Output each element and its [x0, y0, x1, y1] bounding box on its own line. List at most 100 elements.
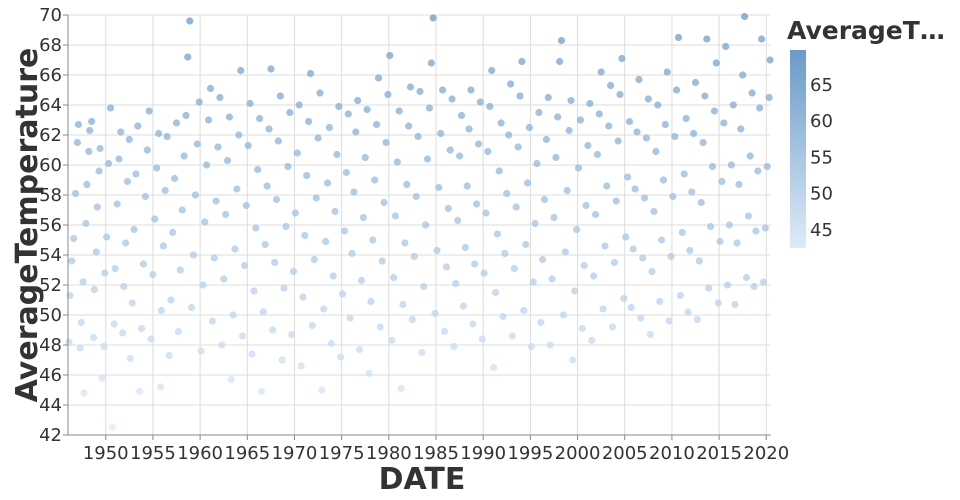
data-point-32: [115, 155, 123, 163]
data-point-97: [235, 131, 243, 139]
data-point-99: [239, 332, 247, 340]
data-point-322: [659, 176, 668, 184]
data-point-362: [735, 180, 743, 189]
data-point-152: [339, 290, 347, 298]
data-point-300: [618, 54, 626, 63]
data-point-139: [314, 134, 322, 142]
legend-title: AverageT…: [787, 16, 945, 45]
data-point-358: [727, 161, 736, 169]
data-point-321: [657, 236, 666, 244]
x-tick-label-7: 1985: [413, 443, 459, 464]
data-point-145: [325, 123, 333, 132]
data-point-45: [138, 324, 146, 333]
data-point-343: [699, 138, 707, 147]
data-point-179: [390, 273, 398, 282]
data-point-185: [401, 239, 409, 247]
data-point-136: [308, 321, 316, 330]
data-point-62: [169, 228, 177, 237]
x-tick-label-9: 1995: [507, 443, 553, 464]
data-point-379: [766, 56, 774, 64]
data-point-349: [710, 107, 719, 115]
data-point-95: [231, 245, 239, 253]
data-point-298: [614, 137, 622, 145]
data-point-24: [101, 269, 109, 277]
data-point-327: [669, 192, 677, 201]
data-point-312: [641, 194, 649, 202]
data-point-170: [373, 120, 381, 129]
data-point-125: [288, 330, 296, 339]
data-point-280: [580, 261, 588, 270]
data-point-264: [550, 213, 558, 222]
data-point-1: [66, 291, 74, 300]
legend-ticks: 45 50 55 60 65: [810, 75, 833, 241]
data-point-56: [157, 306, 165, 315]
y-tick-label-2: 46: [39, 365, 62, 386]
data-point-272: [565, 126, 573, 135]
data-point-18: [92, 248, 100, 256]
data-point-16: [89, 333, 98, 342]
data-point-164: [361, 153, 369, 162]
data-point-293: [605, 122, 613, 130]
data-point-266: [554, 113, 562, 121]
data-point-68: [180, 152, 188, 160]
data-point-270: [561, 248, 569, 256]
data-point-43: [134, 122, 142, 130]
data-point-307: [631, 185, 639, 193]
data-point-243: [510, 264, 518, 273]
y-tick-label-10: 62: [39, 125, 62, 146]
x-tick-label-11: 2005: [602, 443, 648, 464]
data-point-320: [656, 297, 664, 306]
data-point-35: [120, 282, 128, 291]
data-point-167: [367, 297, 375, 306]
data-point-77: [197, 347, 205, 355]
data-point-86: [214, 143, 222, 151]
data-point-342: [697, 198, 705, 207]
y-tick-label-5: 52: [39, 275, 62, 296]
data-point-23: [100, 342, 108, 351]
y-tick-label-1: 44: [39, 395, 62, 416]
data-point-285: [590, 272, 598, 280]
data-point-326: [667, 252, 675, 261]
data-point-194: [418, 348, 426, 357]
data-point-296: [610, 258, 619, 267]
data-point-247: [518, 57, 526, 66]
data-point-117: [272, 195, 281, 204]
data-point-215: [457, 111, 466, 120]
data-point-87: [216, 93, 224, 102]
data-point-197: [423, 155, 432, 163]
data-point-283: [586, 99, 594, 108]
data-point-157: [348, 249, 356, 258]
y-tick-label-6: 54: [39, 245, 62, 266]
data-point-98: [237, 66, 245, 75]
legend-tick-label-4: 65: [810, 75, 833, 96]
data-point-190: [410, 252, 418, 261]
data-point-110: [259, 308, 267, 316]
legend-tick-label-2: 55: [810, 147, 833, 168]
data-point-225: [476, 98, 484, 106]
data-point-92: [225, 113, 233, 121]
data-point-146: [327, 339, 335, 348]
data-point-294: [607, 81, 615, 90]
data-point-122: [282, 222, 290, 231]
data-point-295: [608, 323, 617, 331]
data-point-120: [278, 356, 286, 364]
data-point-84: [210, 254, 218, 262]
data-point-69: [182, 111, 190, 120]
data-point-7: [76, 344, 84, 352]
data-point-290: [599, 305, 607, 313]
data-point-33: [117, 128, 125, 136]
data-point-291: [601, 242, 609, 250]
data-point-340: [693, 315, 702, 324]
data-point-367: [744, 212, 753, 220]
data-point-310: [637, 314, 645, 322]
data-point-236: [497, 119, 505, 127]
x-axis-ticks: 1950 1955 1960 1965 1970 1975 1980 1985 1990 1995…: [83, 435, 789, 464]
data-point-366: [742, 273, 751, 282]
data-point-105: [250, 287, 258, 295]
x-tick-label-0: 1950: [83, 443, 129, 464]
x-tick-label-12: 2010: [649, 443, 695, 464]
data-point-371: [752, 227, 760, 235]
data-point-319: [654, 101, 662, 109]
data-point-219: [465, 125, 473, 133]
x-tick-label-5: 1975: [319, 443, 365, 464]
